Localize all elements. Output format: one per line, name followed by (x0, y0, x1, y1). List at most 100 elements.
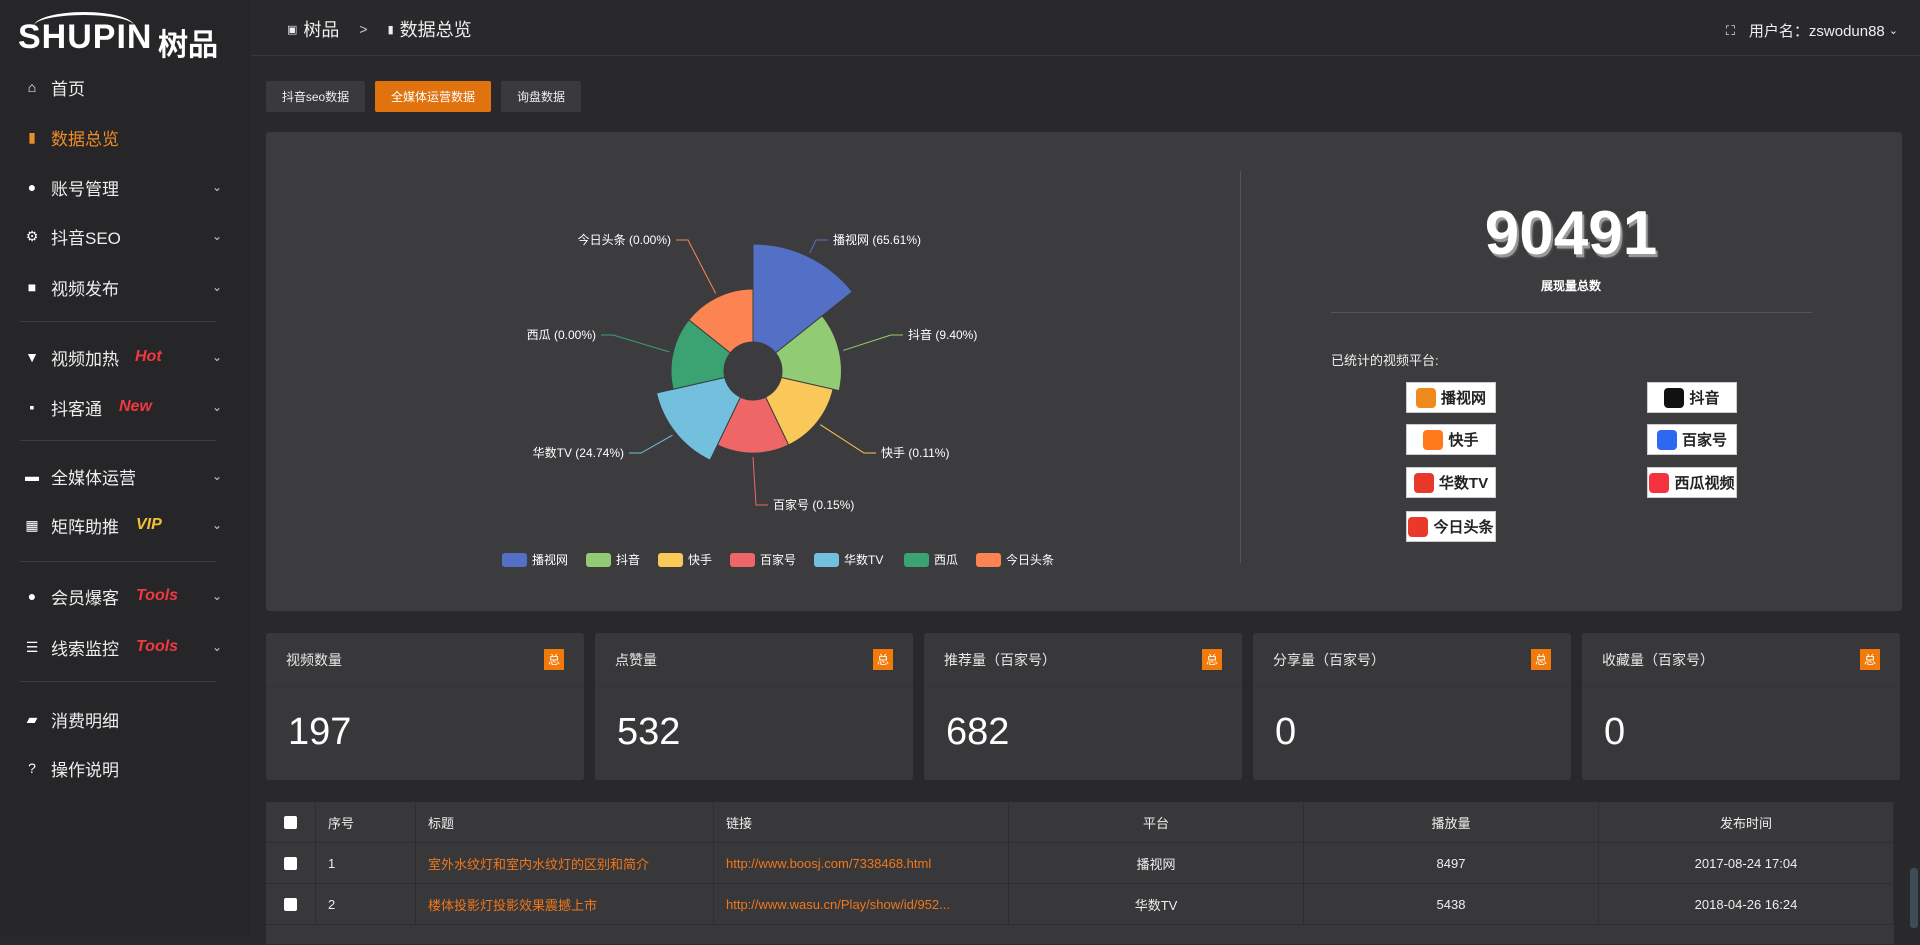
signboard-icon: ▼ (25, 349, 39, 365)
slice-label: 百家号 (0.15%) (773, 497, 854, 512)
sidebar-item-6[interactable]: ▪ 抖客通 New ⌄ (0, 387, 251, 427)
sidebar-item-2[interactable]: ● 账号管理 ⌄ (0, 167, 251, 207)
table-row: 2 楼体投影灯投影效果震撼上市 http://www.wasu.cn/Play/sh… (266, 884, 1894, 925)
table-cell: 5438 (1304, 884, 1599, 924)
user-menu[interactable]: 用户名：zswodun88 (1748, 23, 1885, 40)
sidebar-item-5[interactable]: ▼ 视频加热 Hot ⌄ (0, 337, 251, 377)
legend-swatch[interactable] (730, 553, 755, 567)
sidebar-item-7[interactable]: ▬ 全媒体运营 ⌄ (0, 456, 251, 496)
legend-label[interactable]: 抖音 (616, 552, 640, 567)
legend-label[interactable]: 西瓜 (934, 553, 958, 567)
sidebar-item-3[interactable]: ⚙ 抖音SEO ⌄ (0, 216, 251, 256)
legend-swatch[interactable] (814, 553, 839, 567)
legend-swatch[interactable] (976, 553, 1001, 567)
overview-panel: 播视网 (65.61%) 抖音 (9.40%) 快手 (0.11%) 百家号 (0.1… (266, 132, 1902, 611)
platform-name: 华数TV (1438, 475, 1489, 492)
user-icon: ● (27, 179, 37, 195)
chevron-down-icon[interactable]: ⌄ (212, 640, 223, 654)
column-header: 平台 (1009, 802, 1304, 842)
title-link[interactable]: 室外水纹灯和室内水纹灯的区别和简介 (416, 843, 714, 883)
slice-label: 华数TV (24.74%) (533, 445, 624, 460)
sidebar-item-label: 视频发布 (51, 279, 119, 299)
sidebar-item-10[interactable]: ☰ 线索监控 Tools ⌄ (0, 627, 251, 667)
tab-all-media[interactable]: 全媒体运营数据 (375, 81, 491, 112)
sidebar-item-label: 会员爆客 (51, 588, 119, 608)
sidebar-item-label: 线索监控 (51, 639, 119, 659)
stat-card: 视频数量 总 197 (266, 633, 584, 780)
legend-swatch[interactable] (586, 553, 611, 567)
stat-title: 分享量（百家号） (1273, 651, 1385, 668)
select-all-checkbox[interactable] (284, 815, 297, 829)
sidebar: SHUPIN 树品 ⌂ 首页 ▮ 数据总览 ● 账号管理 ⌄ ⚙ 抖音SEO ⌄… (0, 0, 251, 936)
sidebar-badge: New (119, 398, 152, 415)
pie-slice-6[interactable] (688, 288, 754, 354)
legend-label[interactable]: 快手 (688, 553, 712, 567)
home-icon: ⌂ (27, 79, 37, 95)
total-impressions-label: 展现量总数 (1540, 279, 1601, 293)
user-icon: ● (27, 588, 37, 604)
sidebar-item-11[interactable]: ▰ 消费明细 (0, 699, 251, 739)
chevron-down-icon[interactable]: ⌄ (212, 229, 223, 243)
sidebar-divider (20, 681, 216, 682)
stat-title: 视频数量 (286, 651, 342, 668)
monitor-icon: ▬ (25, 468, 39, 484)
total-impressions: 90491 (1484, 199, 1658, 268)
logo-arc (34, 12, 134, 26)
pie-slice-0[interactable] (752, 243, 853, 354)
chevron-down-icon[interactable]: ⌄ (212, 350, 223, 364)
scrollbar[interactable] (1910, 868, 1918, 928)
url-link[interactable]: http://www.boosj.com/7338468.html (714, 843, 1009, 883)
sidebar-item-9[interactable]: ● 会员爆客 Tools ⌄ (0, 576, 251, 616)
url-link[interactable]: http://www.wasu.cn/Play/show/id/952... (714, 884, 1009, 924)
row-checkbox[interactable] (284, 897, 297, 911)
sidebar-item-8[interactable]: ▦ 矩阵助推 VIP ⌄ (0, 505, 251, 545)
chevron-down-icon[interactable]: ⌄ (1888, 25, 1898, 37)
total-badge: 总 (1201, 649, 1222, 670)
chevron-down-icon[interactable]: ⌄ (212, 280, 223, 294)
pie-slice-4[interactable] (655, 376, 742, 461)
fullscreen-icon[interactable]: ⛶ (1725, 22, 1735, 38)
tab-inquiry[interactable]: 询盘数据 (501, 81, 581, 112)
sidebar-item-4[interactable]: ■ 视频发布 ⌄ (0, 267, 251, 307)
slice-label: 快手 (0.11%) (881, 446, 949, 460)
sidebar-item-label: 数据总览 (51, 129, 119, 149)
stat-value: 532 (617, 711, 681, 753)
stat-value: 197 (288, 711, 352, 753)
sidebar-item-1[interactable]: ▮ 数据总览 (0, 117, 251, 157)
legend-label[interactable]: 播视网 (532, 552, 568, 567)
legend-swatch[interactable] (658, 553, 683, 567)
chevron-down-icon[interactable]: ⌄ (212, 469, 223, 483)
total-badge: 总 (872, 649, 893, 670)
row-checkbox[interactable] (284, 856, 297, 870)
table-cell: 2017-08-24 17:04 (1599, 843, 1894, 883)
sidebar-item-label: 操作说明 (51, 760, 119, 780)
column-header: 序号 (316, 802, 416, 842)
breadcrumb-home[interactable]: 树品 (303, 20, 340, 40)
video-table: 序号 标题 链接 平台 播放量 发布时间 1 室外水纹灯和室内水纹灯的区别和简介 http://… (266, 802, 1894, 945)
chevron-down-icon[interactable]: ⌄ (212, 400, 223, 414)
sidebar-item-0[interactable]: ⌂ 首页 (0, 67, 251, 107)
platform-name: 播视网 (1440, 390, 1486, 407)
title-link[interactable]: 楼体投影灯投影效果震撼上市 (416, 884, 714, 924)
table-header: 序号 标题 链接 平台 播放量 发布时间 (266, 802, 1894, 843)
column-header: 链接 (714, 802, 1009, 842)
legend-label[interactable]: 今日头条 (1006, 552, 1054, 567)
legend-swatch[interactable] (502, 553, 527, 567)
chevron-down-icon[interactable]: ⌄ (212, 518, 223, 532)
sidebar-divider (20, 321, 216, 322)
table-cell: 8497 (1304, 843, 1599, 883)
chevron-down-icon[interactable]: ⌄ (212, 589, 223, 603)
legend-label[interactable]: 百家号 (760, 552, 796, 567)
pie-slice-1[interactable] (774, 315, 842, 392)
legend-swatch[interactable] (904, 553, 929, 567)
sidebar-item-label: 消费明细 (51, 711, 119, 731)
stat-card: 收藏量（百家号） 总 0 (1582, 633, 1900, 780)
legend-label[interactable]: 华数TV (844, 552, 883, 567)
slice-label: 西瓜 (0.00%) (527, 328, 596, 342)
table-cell: 华数TV (1009, 884, 1304, 924)
tab-douyin-seo[interactable]: 抖音seo数据 (266, 81, 365, 112)
platform-logo-icon (1664, 387, 1685, 408)
sidebar-item-12[interactable]: ? 操作说明 (0, 748, 251, 788)
label-line (629, 434, 673, 454)
chevron-down-icon[interactable]: ⌄ (212, 180, 223, 194)
